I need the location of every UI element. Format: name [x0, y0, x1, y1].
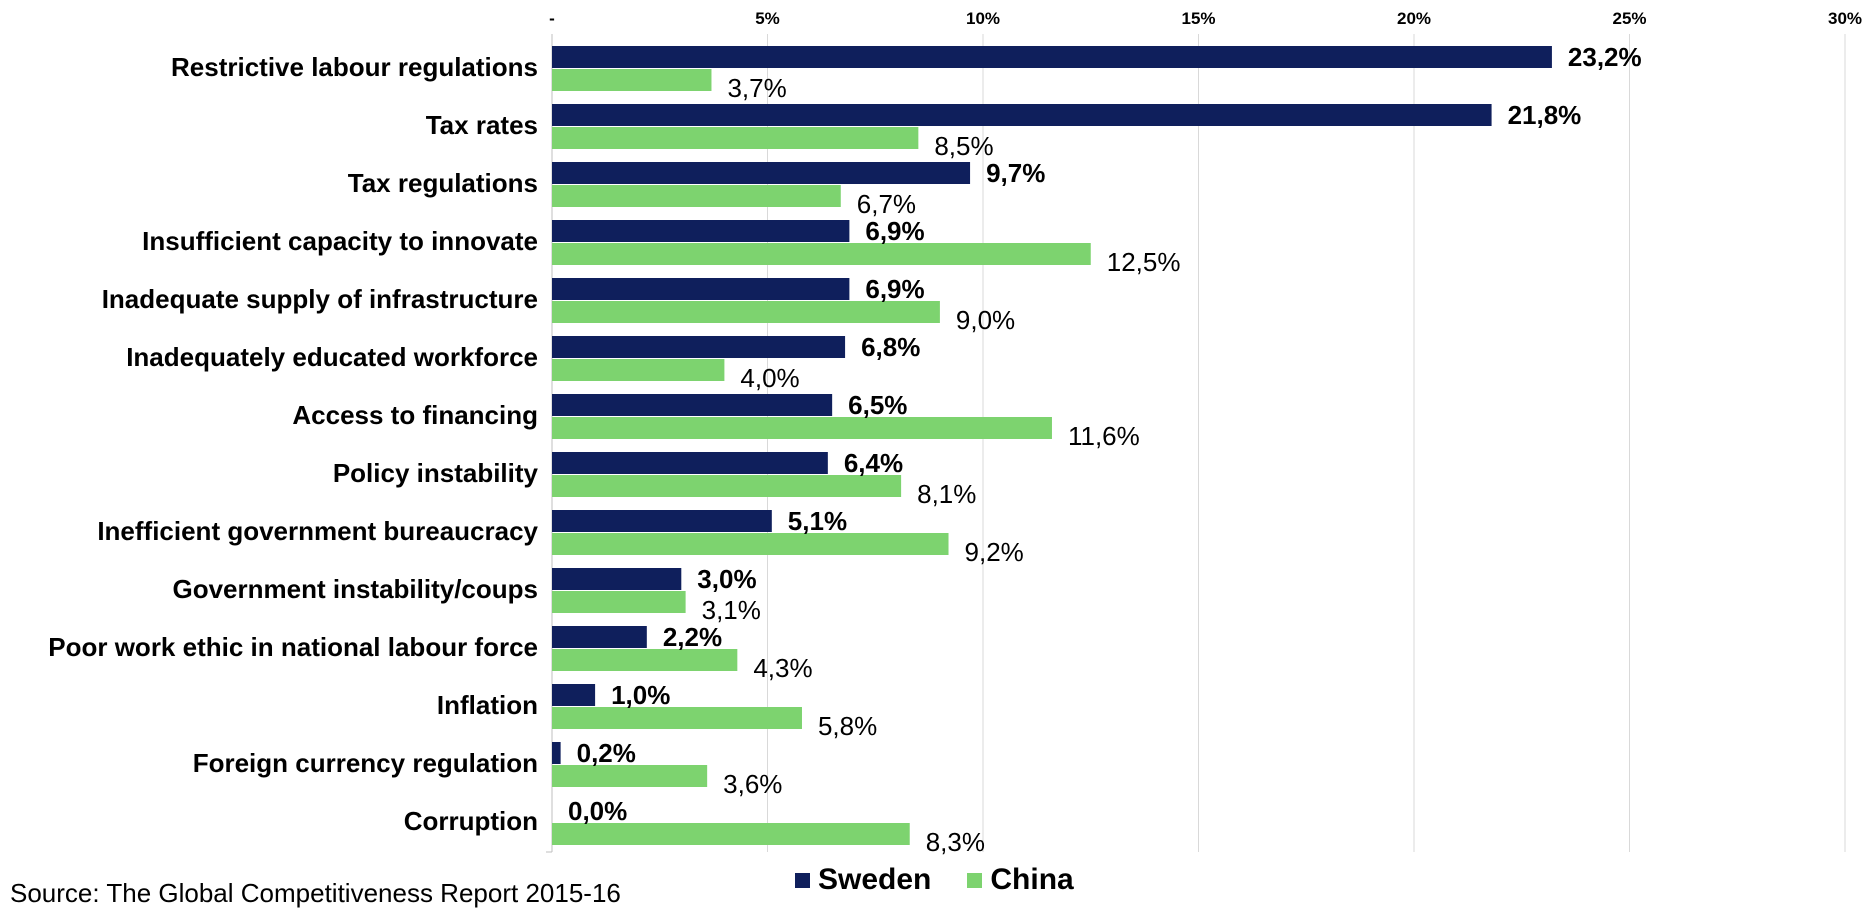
data-label-china: 9,0%: [956, 305, 1015, 335]
data-label-sweden: 6,5%: [848, 390, 907, 420]
data-label-sweden: 6,9%: [865, 274, 924, 304]
category-label: Corruption: [404, 806, 538, 836]
bar-sweden: [552, 162, 971, 184]
data-label-sweden: 3,0%: [697, 564, 756, 594]
bar-sweden: [552, 220, 850, 242]
bar-china: [552, 533, 949, 555]
category-label: Inefficient government bureaucracy: [97, 516, 538, 546]
data-label-sweden: 0,2%: [577, 738, 636, 768]
legend: Sweden China: [795, 863, 1074, 897]
source-note: Source: The Global Competitiveness Repor…: [10, 878, 621, 908]
category-label: Access to financing: [292, 400, 538, 430]
bar-sweden: [552, 684, 596, 706]
data-label-china: 5,8%: [818, 711, 877, 741]
bar-sweden: [552, 46, 1552, 68]
data-label-china: 3,6%: [723, 769, 782, 799]
data-label-china: 3,1%: [702, 595, 761, 625]
category-label: Restrictive labour regulations: [171, 52, 538, 82]
category-label: Inadequately educated workforce: [126, 342, 538, 372]
category-label: Poor work ethic in national labour force: [48, 632, 538, 662]
data-label-sweden: 21,8%: [1508, 100, 1582, 130]
bar-sweden: [552, 452, 828, 474]
bar-sweden: [552, 626, 647, 648]
bar-sweden: [552, 336, 846, 358]
bar-china: [552, 707, 802, 729]
bar-sweden: [552, 104, 1492, 126]
data-label-china: 4,0%: [740, 363, 799, 393]
data-label-sweden: 9,7%: [986, 158, 1045, 188]
data-label-sweden: 1,0%: [611, 680, 670, 710]
category-label: Government instability/coups: [172, 574, 538, 604]
bars: [552, 46, 1552, 845]
data-label-sweden: 6,8%: [861, 332, 920, 362]
bar-sweden: [552, 510, 772, 532]
legend-swatch-china: [967, 872, 983, 888]
bar-china: [552, 417, 1052, 439]
x-axis-ticks: - 5% 10% 15% 20% 25% 30%: [549, 9, 1862, 28]
category-label: Inflation: [437, 690, 538, 720]
data-label-sweden: 6,9%: [865, 216, 924, 246]
bar-china: [552, 127, 919, 149]
legend-label-sweden: Sweden: [818, 863, 932, 896]
data-label-china: 3,7%: [727, 73, 786, 103]
bar-china: [552, 301, 940, 323]
bar-china: [552, 185, 841, 207]
category-label: Policy instability: [333, 458, 539, 488]
bar-china: [552, 649, 738, 671]
category-label: Tax rates: [426, 110, 538, 140]
bar-sweden: [552, 278, 850, 300]
legend-swatch-sweden: [795, 872, 810, 888]
category-label: Tax regulations: [348, 168, 538, 198]
data-label-china: 12,5%: [1107, 247, 1181, 277]
data-label-china: 8,1%: [917, 479, 976, 509]
data-label-china: 6,7%: [857, 189, 916, 219]
data-label-sweden: 2,2%: [663, 622, 722, 652]
data-labels: 23,2%3,7%21,8%8,5%9,7%6,7%6,9%12,5%6,9%9…: [568, 42, 1642, 857]
x-tick-label: 5%: [755, 9, 780, 28]
x-tick-label: -: [549, 9, 555, 28]
x-tick-label: 15%: [1181, 9, 1215, 28]
bar-china: [552, 823, 910, 845]
data-label-china: 8,5%: [934, 131, 993, 161]
gridlines: [546, 34, 1846, 853]
x-tick-label: 10%: [966, 9, 1000, 28]
x-tick-label: 25%: [1612, 9, 1646, 28]
category-label: Foreign currency regulation: [193, 748, 538, 778]
bar-china: [552, 591, 686, 613]
data-label-sweden: 0,0%: [568, 796, 627, 826]
data-label-sweden: 23,2%: [1568, 42, 1642, 72]
bar-china: [552, 359, 725, 381]
bar-sweden: [552, 742, 561, 764]
bar-china: [552, 69, 712, 91]
legend-item-sweden: Sweden: [795, 863, 931, 897]
bar-china: [552, 765, 708, 787]
data-label-sweden: 6,4%: [844, 448, 903, 478]
data-label-sweden: 5,1%: [788, 506, 847, 536]
bar-china: [552, 243, 1091, 265]
x-tick-label: 20%: [1397, 9, 1431, 28]
data-label-china: 9,2%: [965, 537, 1024, 567]
data-label-china: 11,6%: [1068, 421, 1140, 451]
legend-item-china: China: [967, 863, 1074, 897]
category-label: Insufficient capacity to innovate: [142, 226, 538, 256]
x-tick-label: 30%: [1828, 9, 1862, 28]
legend-label-china: China: [990, 863, 1074, 896]
category-labels: Restrictive labour regulations Tax rates T…: [48, 52, 538, 836]
category-label: Inadequate supply of infrastructure: [102, 284, 538, 314]
data-label-china: 8,3%: [926, 827, 985, 857]
bar-sweden: [552, 394, 833, 416]
bar-china: [552, 475, 902, 497]
data-label-china: 4,3%: [753, 653, 812, 683]
bar-sweden: [552, 568, 682, 590]
